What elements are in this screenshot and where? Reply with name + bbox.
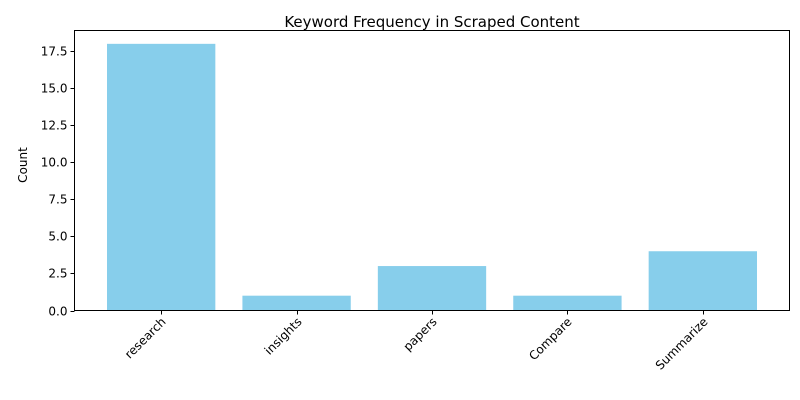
x-axis-ticks: research insights papers Compare Summarize <box>122 310 711 373</box>
y-tick-label: 2.5 <box>48 267 67 281</box>
y-axis-label: Count <box>16 147 30 183</box>
bar-papers <box>377 266 487 311</box>
y-axis-ticks: 0.0 2.5 5.0 7.5 10.0 12.5 15.0 17.5 <box>41 45 75 319</box>
x-tick-label: insights <box>262 315 305 358</box>
x-tick-label: research <box>122 315 169 362</box>
x-tick-label: Summarize <box>653 315 711 373</box>
bar-compare <box>513 295 622 311</box>
y-tick-label: 17.5 <box>41 45 68 59</box>
plot-frame <box>74 30 790 311</box>
bars-group <box>107 43 757 311</box>
y-tick-label: 10.0 <box>41 156 68 170</box>
y-tick-label: 15.0 <box>41 82 68 96</box>
x-tick-label: papers <box>401 315 440 354</box>
y-tick-label: 12.5 <box>41 119 68 133</box>
y-tick-label: 7.5 <box>48 193 67 207</box>
y-tick-label: 5.0 <box>48 230 67 244</box>
bar-insights <box>242 295 351 311</box>
y-tick-label: 0.0 <box>48 305 67 319</box>
bar-summarize <box>648 251 757 311</box>
chart-title: Keyword Frequency in Scraped Content <box>284 13 579 31</box>
x-tick-label: Compare <box>526 315 574 363</box>
bar-research <box>107 43 216 311</box>
